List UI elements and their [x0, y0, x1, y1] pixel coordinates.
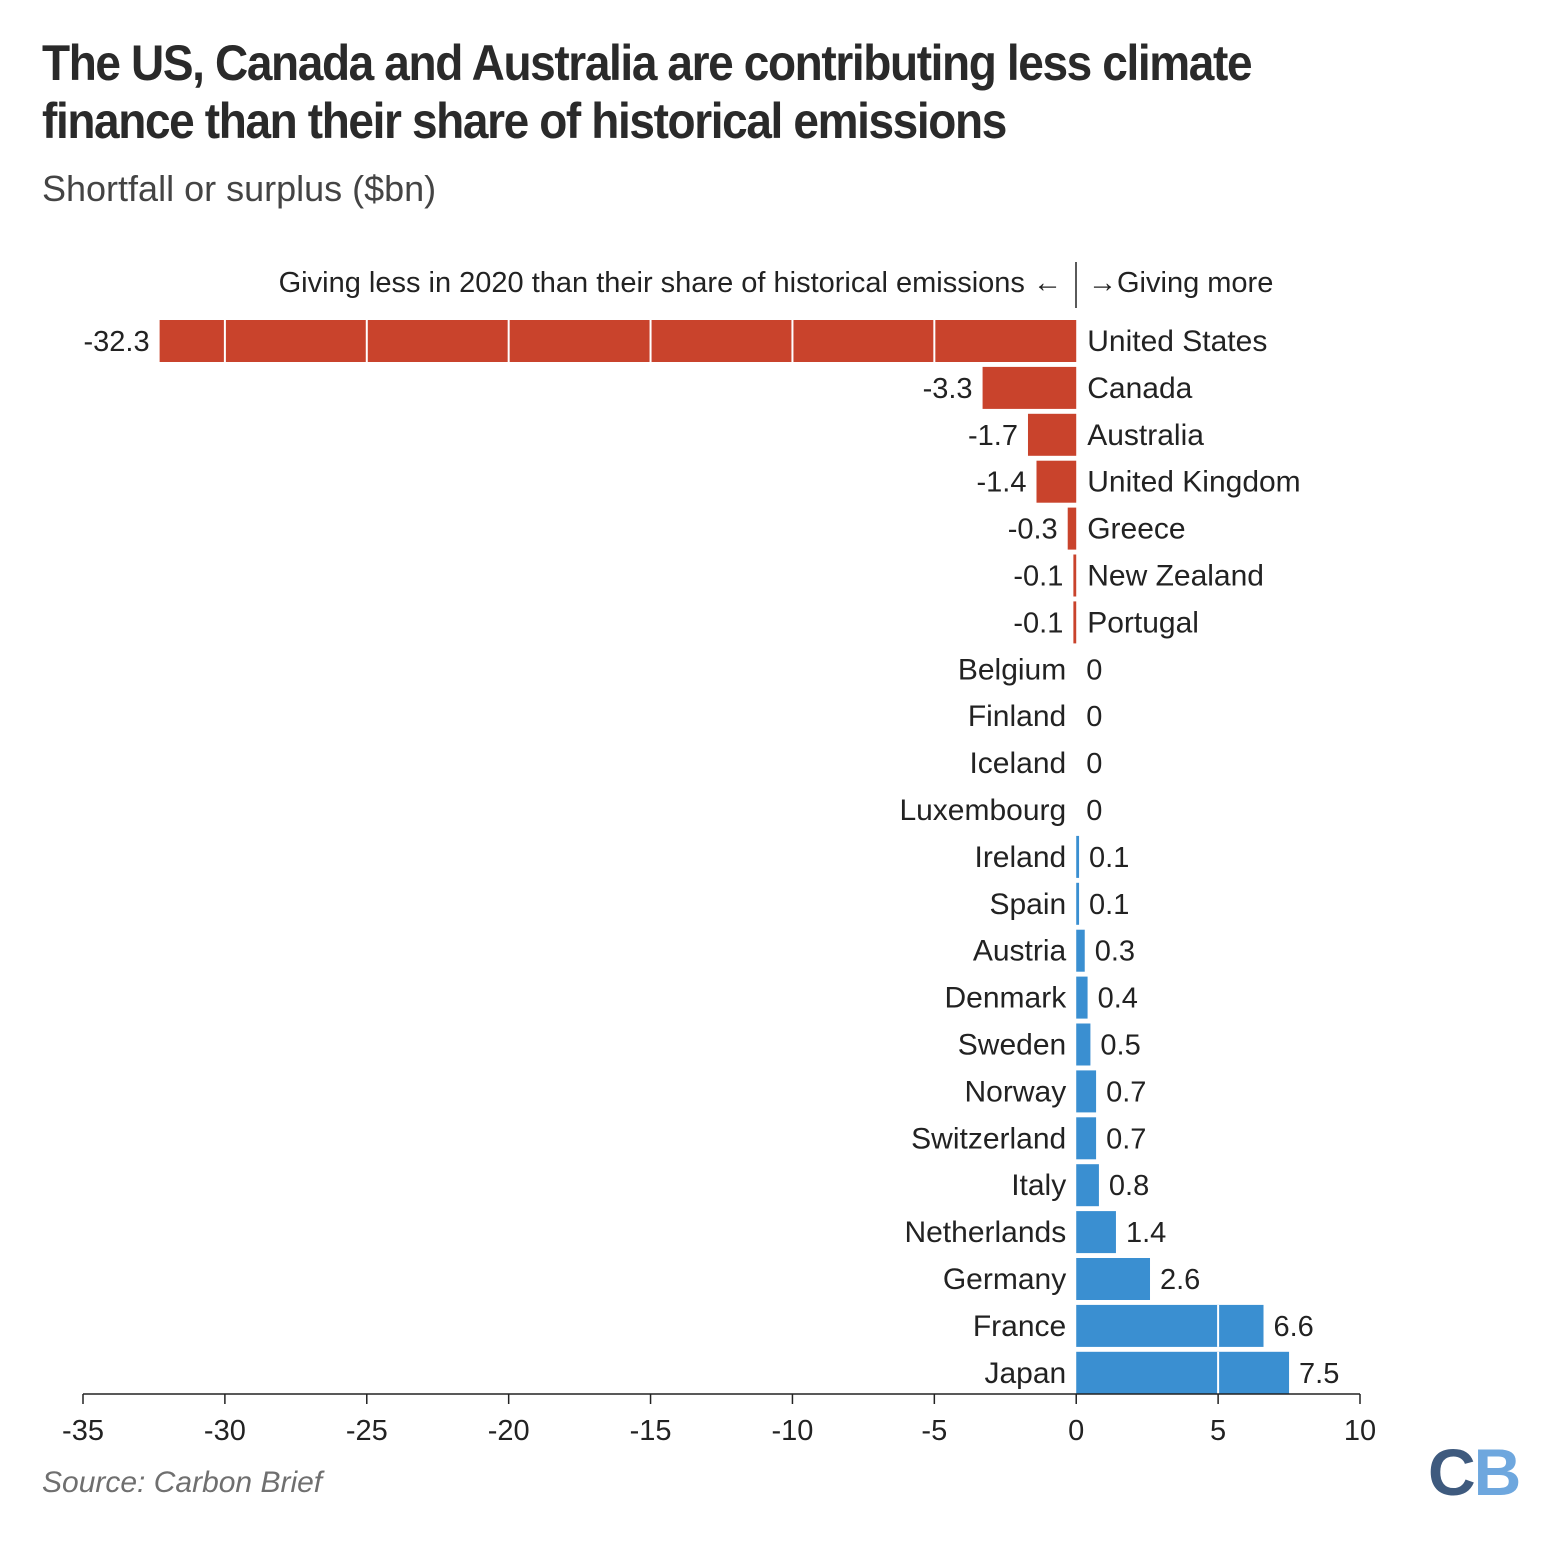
category-label: France [973, 1310, 1066, 1343]
value-label: 0.1 [1089, 842, 1129, 874]
value-label: 0.4 [1098, 983, 1138, 1015]
value-label: 0.3 [1095, 936, 1135, 968]
value-label: 0 [1086, 795, 1102, 827]
value-label: 2.6 [1160, 1264, 1200, 1296]
category-label: Germany [943, 1263, 1066, 1296]
value-label: -0.3 [1008, 514, 1058, 546]
bar [982, 366, 1077, 409]
category-label: United Kingdom [1087, 466, 1300, 499]
category-label: Switzerland [911, 1122, 1066, 1155]
annotation-right: →Giving more [1088, 267, 1273, 299]
bar [1076, 1117, 1097, 1160]
annotation-left: Giving less in 2020 than their share of … [279, 267, 1062, 299]
labels-group: -32.3 United States -3.3 Canada -1.7 Australi… [84, 325, 1340, 1390]
x-tick-label: -30 [204, 1415, 246, 1447]
category-label: Luxembourg [899, 794, 1066, 827]
bar [1076, 929, 1085, 972]
bar [1076, 882, 1080, 925]
x-tick-label: 5 [1210, 1415, 1226, 1447]
source-note: Source: Carbon Brief [42, 1466, 323, 1499]
value-label: 0.7 [1106, 1123, 1146, 1155]
value-label: -1.4 [977, 467, 1027, 499]
bar [1076, 1023, 1091, 1066]
bar [1073, 554, 1077, 597]
value-label: 6.6 [1274, 1311, 1314, 1343]
bars-group [159, 320, 1290, 1394]
chart-title: The US, Canada and Australia are contrib… [42, 35, 1253, 149]
value-label: -1.7 [968, 420, 1018, 452]
value-label: 0 [1086, 654, 1102, 686]
value-label: 0.8 [1109, 1170, 1149, 1202]
bar [1073, 601, 1077, 644]
category-label: Finland [968, 700, 1066, 733]
logo-letter-b: B [1473, 1435, 1522, 1509]
bar [1076, 976, 1088, 1019]
bar [1067, 507, 1077, 550]
x-tick-label: -35 [62, 1415, 104, 1447]
category-label: Italy [1011, 1169, 1066, 1202]
x-tick-label: -25 [346, 1415, 388, 1447]
value-label: 0 [1086, 748, 1102, 780]
bar [1076, 1164, 1099, 1207]
category-label: Australia [1087, 419, 1204, 452]
category-label: Portugal [1087, 606, 1199, 639]
carbon-brief-logo: CB [1428, 1435, 1522, 1509]
bar [1076, 1351, 1290, 1394]
value-label: 0 [1086, 701, 1102, 733]
x-axis: -35 -30 -25 -20 -15 -10 -5 0 5 10 [62, 1393, 1376, 1447]
x-tick-label: 10 [1344, 1415, 1376, 1447]
category-label: Greece [1087, 513, 1185, 546]
value-label: 0.7 [1106, 1076, 1146, 1108]
x-tick-label: -5 [921, 1415, 947, 1447]
category-label: Belgium [958, 653, 1066, 686]
bar [1027, 413, 1077, 456]
bar [159, 320, 1077, 362]
value-label: 0.5 [1100, 1030, 1140, 1062]
category-label: New Zealand [1087, 560, 1264, 593]
category-label: Netherlands [904, 1216, 1066, 1249]
category-label: Austria [973, 935, 1067, 968]
bar [1076, 835, 1080, 878]
category-label: Denmark [945, 982, 1068, 1015]
bar [1076, 1304, 1264, 1347]
value-label: 0.1 [1089, 889, 1129, 921]
value-label: -32.3 [84, 326, 150, 358]
value-label: -0.1 [1013, 607, 1063, 639]
x-tick-label: -10 [771, 1415, 813, 1447]
category-label: Spain [989, 888, 1066, 921]
value-label: 1.4 [1126, 1217, 1166, 1249]
value-label: -0.1 [1013, 561, 1063, 593]
category-label: Sweden [958, 1029, 1066, 1062]
value-label: 7.5 [1299, 1358, 1339, 1390]
bar [1076, 1211, 1116, 1254]
x-tick-label: 0 [1068, 1415, 1084, 1447]
bar [1036, 460, 1077, 503]
category-label: Canada [1087, 372, 1192, 405]
x-tick-label: -20 [488, 1415, 530, 1447]
category-label: Ireland [974, 841, 1066, 874]
bar [1076, 1070, 1097, 1113]
chart-subtitle: Shortfall or surplus ($bn) [42, 168, 437, 209]
value-label: -3.3 [923, 373, 973, 405]
category-label: United States [1087, 325, 1267, 358]
category-label: Iceland [969, 747, 1066, 780]
logo-letter-c: C [1428, 1435, 1476, 1509]
bar [1076, 1258, 1151, 1300]
category-label: Japan [984, 1357, 1066, 1390]
x-tick-label: -15 [630, 1415, 672, 1447]
category-label: Norway [965, 1075, 1067, 1108]
